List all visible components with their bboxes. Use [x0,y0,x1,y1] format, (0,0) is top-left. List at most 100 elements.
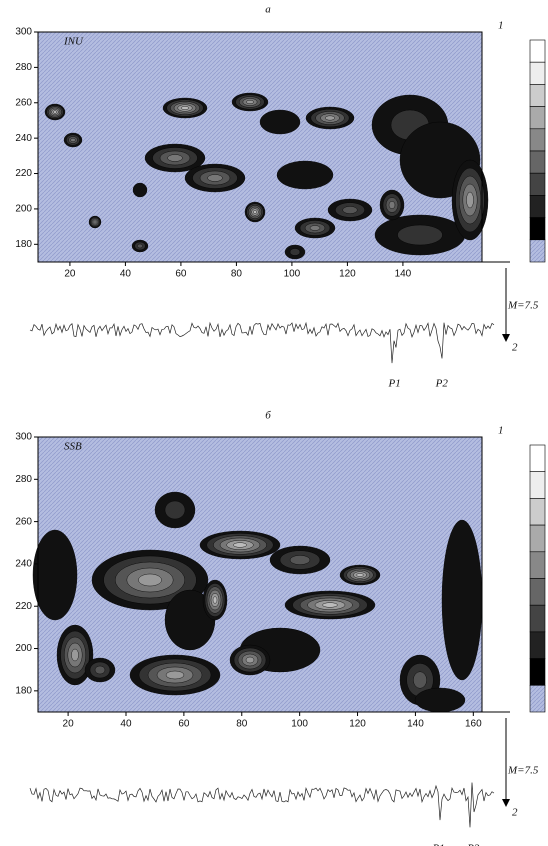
x-tick-label: 80 [236,719,248,730]
y-tick-label: 200 [15,643,32,654]
contour-blob [342,206,358,214]
contour-blob [165,670,185,680]
contour-blob [93,220,97,224]
contour-blob [70,138,76,142]
magnitude-label: M=7.5 [507,300,539,312]
x-tick-label: 80 [231,269,243,280]
contour-blob [325,115,336,121]
legend-swatch [529,217,546,241]
legend-swatch [529,195,546,218]
phase-label: P1 [431,843,444,846]
contour-blob [53,110,57,114]
seismogram-trace [29,782,495,828]
phase-label: P1 [387,378,400,390]
contour-blob [212,596,218,604]
contour-blob [253,210,257,214]
legend-swatch [529,128,546,152]
x-tick-label: 100 [284,269,301,280]
y-tick-label: 240 [15,133,32,144]
legend-swatch [529,239,546,263]
legend-swatch [529,61,546,85]
contour-blob [181,106,189,110]
x-tick-label: 140 [395,269,412,280]
x-tick-label: 40 [120,269,132,280]
contour-blob [246,99,254,104]
plot-frame [37,436,483,713]
panel-label: б [265,410,271,422]
contour-blob [276,160,334,190]
trace-label: 2 [512,342,518,354]
x-tick-label: 20 [64,269,76,280]
contour-blob [132,182,148,198]
x-tick-label: 100 [291,719,308,730]
contour-blob [289,248,301,256]
y-tick-label: 260 [15,516,32,527]
y-tick-label: 180 [15,239,32,250]
legend-swatch [529,106,546,130]
contour-blob [137,243,143,249]
x-tick-label: 40 [120,719,132,730]
legend-swatch [529,150,546,174]
legend-swatch [529,172,546,196]
x-tick-label: 60 [175,269,187,280]
contour-blob [164,500,186,520]
contour-blob [94,665,106,675]
contour-blob [356,573,364,577]
plot-frame [37,31,483,263]
legend-swatch [529,631,546,659]
contour-blob [322,602,338,608]
x-tick-label: 120 [339,269,356,280]
legend-swatch [529,498,546,526]
contour-blob [245,656,255,664]
contour-blob [414,687,466,713]
contour-blob [289,555,311,565]
x-tick-label: 160 [465,719,482,730]
y-tick-label: 280 [15,62,32,73]
x-tick-label: 140 [407,719,424,730]
phase-label: P2 [435,378,449,390]
magnitude-arrowhead [502,799,510,807]
x-tick-label: 60 [178,719,190,730]
contour-blob [388,201,396,209]
y-tick-label: 260 [15,97,32,108]
contour-blob [413,671,427,689]
legend-label: 1 [498,20,504,32]
contour-blob [466,191,474,209]
x-tick-label: 20 [63,719,75,730]
y-tick-label: 240 [15,559,32,570]
contour-blob [167,154,183,162]
contour-blob [397,224,443,246]
x-tick-label: 120 [349,719,366,730]
trace-label: 2 [512,807,518,819]
magnitude-label: M=7.5 [507,765,539,777]
y-tick-label: 300 [15,432,32,443]
station-label: INU [63,36,84,48]
y-tick-label: 220 [15,168,32,179]
station-label: SSB [64,441,82,453]
legend-swatch [529,658,546,686]
contour-blob [259,109,301,135]
contour-blob [233,542,247,548]
legend-swatch [529,604,546,633]
y-tick-label: 180 [15,685,32,696]
y-tick-label: 200 [15,204,32,215]
legend-swatch [529,684,546,713]
legend-swatch [529,444,546,473]
phase-label: P2 [466,843,480,846]
contour-blob [71,648,79,662]
contour-blob [441,519,483,681]
legend-swatch [529,471,546,499]
legend-label: 1 [498,425,504,437]
y-tick-label: 280 [15,474,32,485]
panel-label: а [265,4,271,16]
seismogram-trace [29,321,495,364]
legend-swatch [529,39,546,63]
contour-blob [32,529,78,621]
legend-swatch [529,524,546,553]
contour-blob [309,225,321,231]
y-tick-label: 220 [15,601,32,612]
y-tick-label: 300 [15,27,32,38]
contour-blob [207,174,223,182]
legend-swatch [529,578,546,606]
